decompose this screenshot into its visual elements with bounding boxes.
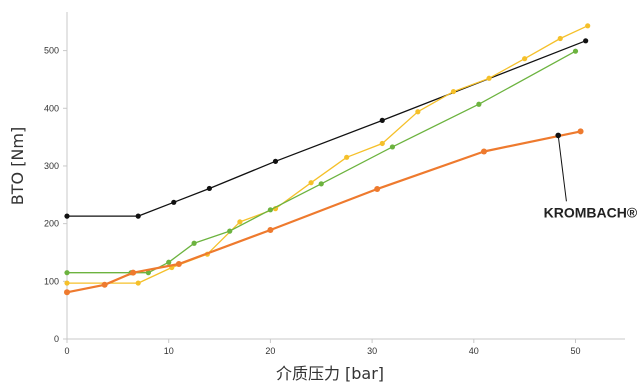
data-point	[572, 48, 579, 54]
series-0	[64, 38, 589, 219]
y-tick-label: 0	[54, 334, 59, 344]
x-tick-label: 40	[469, 346, 479, 356]
x-tick-label: 20	[265, 346, 275, 356]
y-tick-label: 300	[44, 161, 59, 171]
data-point	[191, 240, 197, 246]
x-tick-label: 30	[367, 346, 377, 356]
y-tick-label: 500	[44, 46, 59, 56]
data-point	[171, 199, 177, 205]
y-tick-label: 400	[44, 103, 59, 113]
data-point	[237, 219, 243, 225]
data-point	[344, 154, 350, 160]
data-point	[415, 109, 421, 115]
data-point	[130, 269, 137, 276]
y-tick-label: 100	[44, 276, 59, 286]
data-point	[135, 280, 141, 286]
data-point	[585, 23, 591, 29]
x-tick-label: 50	[570, 346, 580, 356]
data-point	[374, 186, 381, 193]
y-tick-label: 200	[44, 219, 59, 229]
data-point	[476, 101, 482, 107]
data-point	[206, 185, 212, 192]
data-point	[583, 38, 589, 44]
data-point	[166, 259, 172, 265]
data-point	[379, 140, 385, 147]
data-point	[486, 75, 492, 81]
series-3	[64, 128, 584, 296]
data-point	[64, 280, 70, 286]
data-point	[101, 281, 108, 288]
series-2	[64, 48, 579, 276]
data-point	[522, 56, 528, 62]
annotation-marker	[555, 132, 562, 139]
data-point	[267, 226, 274, 233]
series-line	[65, 130, 582, 294]
data-point	[64, 213, 70, 219]
x-tick-label: 10	[164, 346, 174, 356]
data-point	[227, 228, 233, 234]
x-tick-label: 0	[64, 346, 69, 356]
data-point	[64, 270, 70, 276]
x-axis-title: 介质压力 [bar]	[276, 364, 384, 383]
series-line	[66, 50, 577, 274]
data-point	[267, 207, 273, 213]
data-point	[379, 117, 385, 123]
series-1	[64, 23, 591, 286]
data-point	[557, 35, 563, 42]
data-point	[318, 181, 324, 187]
annotation-label: KROMBACH®	[544, 204, 638, 220]
series-layer	[64, 23, 591, 296]
series-line	[66, 25, 589, 284]
annotation-leader-line	[557, 135, 567, 202]
data-point	[175, 261, 182, 268]
data-point	[308, 180, 314, 186]
series-line	[66, 40, 587, 217]
axes: 0 100 200 300 400 500 0 10 20 30 40 50	[44, 12, 625, 356]
data-point	[450, 88, 457, 95]
data-point	[272, 158, 279, 164]
data-point	[480, 148, 487, 155]
data-point	[135, 213, 141, 219]
data-point	[389, 144, 396, 150]
y-axis-title: BTO [Nm]	[8, 127, 27, 205]
data-point	[577, 128, 584, 135]
annotation-layer: KROMBACH®	[544, 132, 638, 220]
data-point	[64, 289, 70, 296]
data-point	[145, 270, 151, 276]
